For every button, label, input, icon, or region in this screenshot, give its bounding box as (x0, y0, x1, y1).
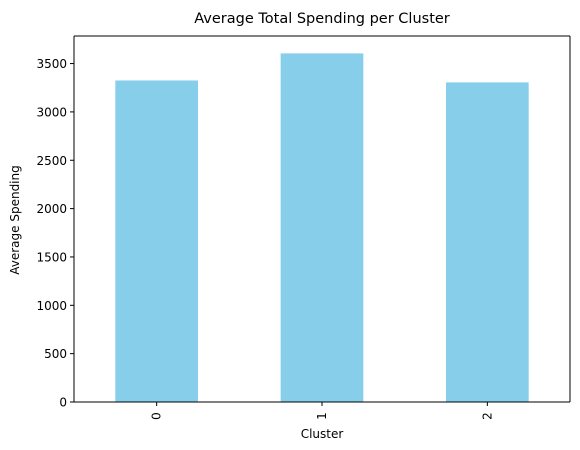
bar-cluster-2 (446, 82, 529, 402)
bar-cluster-1 (281, 53, 364, 402)
y-tick-label: 500 (44, 347, 67, 361)
y-tick-label: 2500 (36, 154, 67, 168)
x-tick-label: 2 (480, 412, 494, 420)
chart-title: Average Total Spending per Cluster (194, 11, 450, 27)
y-tick-label: 1000 (36, 299, 67, 313)
y-tick-label: 1500 (36, 250, 67, 264)
bars-group (115, 53, 528, 402)
y-tick-label: 2000 (36, 202, 67, 216)
x-tick-label: 1 (315, 412, 329, 420)
y-axis-label: Average Spending (8, 165, 22, 275)
y-tick-label: 0 (59, 396, 67, 410)
bar-cluster-0 (115, 80, 198, 402)
y-axis: 0 500 1000 1500 2000 2500 3000 3500 (36, 57, 74, 409)
x-axis-label: Cluster (301, 427, 344, 441)
y-tick-label: 3500 (36, 57, 67, 71)
y-tick-label: 3000 (36, 105, 67, 119)
x-tick-label: 0 (150, 412, 164, 420)
x-axis: 0 1 2 (150, 402, 495, 420)
